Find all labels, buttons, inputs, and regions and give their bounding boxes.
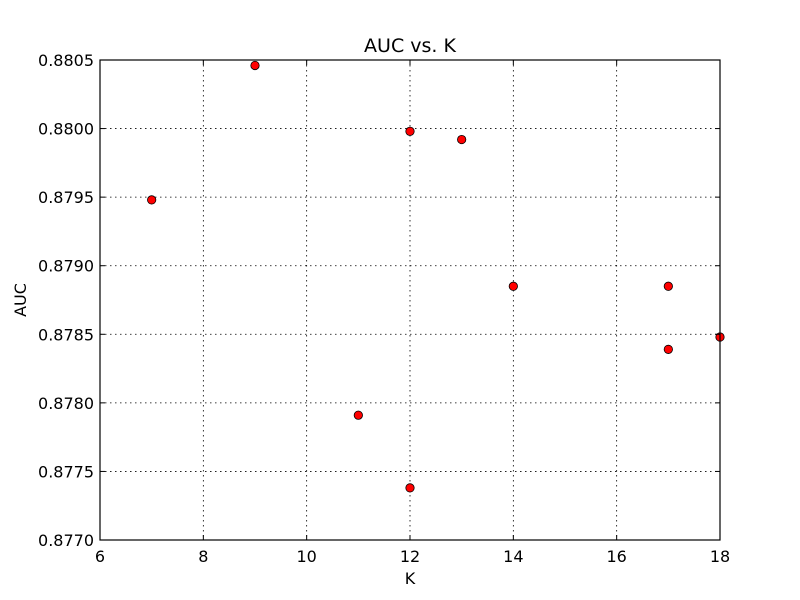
data-point bbox=[508, 281, 518, 291]
x-axis-label: K bbox=[405, 569, 416, 588]
y-tick-label: 0.8775 bbox=[38, 462, 94, 481]
data-point bbox=[663, 344, 673, 354]
y-axis-label: AUC bbox=[11, 283, 30, 317]
data-point bbox=[147, 195, 157, 205]
axis-ticks: 6 8 10 12 14 16 18 0.8770 0.8775 0.8780 0.8785 0.87… bbox=[38, 51, 730, 566]
y-tick-label: 0.8800 bbox=[38, 120, 94, 139]
chart-title: AUC vs. K bbox=[364, 35, 456, 57]
y-tick-label: 0.8785 bbox=[38, 325, 94, 344]
data-point bbox=[457, 134, 467, 145]
y-tick-label: 0.8805 bbox=[38, 51, 94, 70]
x-tick-label: 10 bbox=[296, 547, 316, 566]
y-tick-label: 0.8790 bbox=[38, 257, 94, 276]
data-points bbox=[147, 60, 725, 493]
x-tick-label: 18 bbox=[710, 547, 730, 566]
y-tick-label: 0.8795 bbox=[38, 188, 94, 207]
data-point bbox=[250, 60, 260, 71]
data-point bbox=[353, 410, 363, 420]
x-tick-label: 6 bbox=[95, 547, 105, 566]
x-tick-label: 12 bbox=[400, 547, 420, 566]
data-point bbox=[405, 126, 415, 136]
x-tick-label: 14 bbox=[503, 547, 523, 566]
y-tick-label: 0.8780 bbox=[38, 394, 94, 413]
x-tick-label: 8 bbox=[198, 547, 208, 566]
x-tick-label: 16 bbox=[606, 547, 626, 566]
data-point bbox=[405, 483, 415, 493]
y-tick-label: 0.8770 bbox=[38, 531, 94, 550]
data-point bbox=[663, 281, 673, 291]
